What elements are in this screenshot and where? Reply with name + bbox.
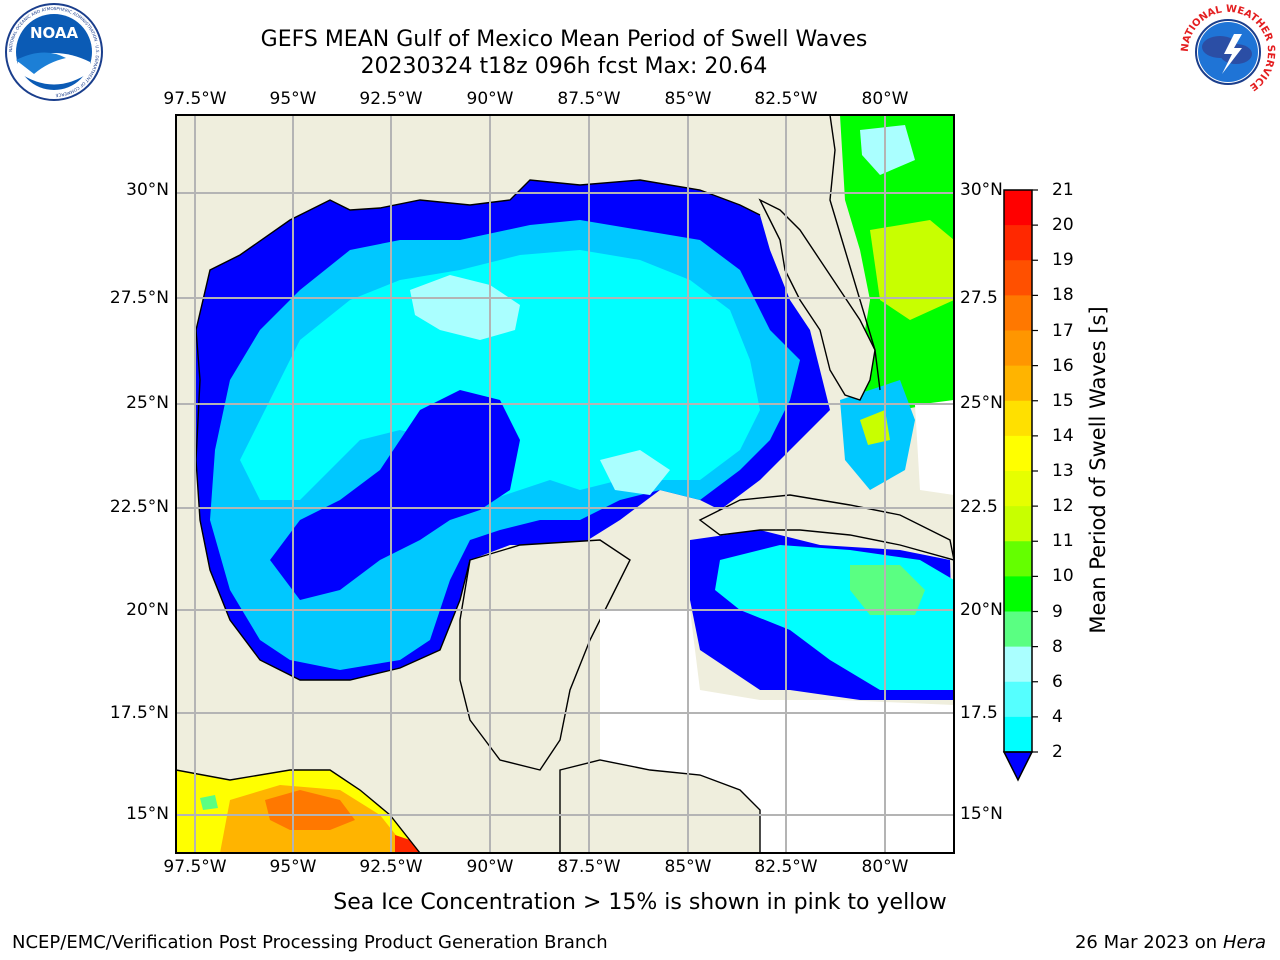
lon-label-bottom: 95°W <box>269 857 317 877</box>
colorbar-segment <box>1004 471 1032 507</box>
nws-logo: NATIONAL WEATHER SERVICE <box>1180 4 1276 100</box>
colorbar-tick-label: 12 <box>1052 496 1074 517</box>
honduras-land <box>559 759 761 853</box>
lon-label-bottom: 90°W <box>466 857 514 877</box>
noaa-logo: NOAA NATIONAL OCEANIC AND ATMOSPHERIC AD… <box>5 3 103 101</box>
lon-label-bottom: 82.5°W <box>754 857 818 877</box>
colorbar-segment <box>1004 225 1032 261</box>
lat-label-left: 22.5°N <box>109 497 169 517</box>
colorbar-segment <box>1004 611 1032 648</box>
florida-east-coast <box>829 115 881 391</box>
graticule <box>176 115 954 853</box>
footer-date-text: 26 Mar 2023 on <box>1074 932 1218 953</box>
map-title: GEFS MEAN Gulf of Mexico Mean Period of … <box>260 27 868 52</box>
lat-label-right: 22.5 <box>960 497 998 517</box>
gulf-swell-8-9s <box>410 275 670 495</box>
colorbar-tick-label: 8 <box>1052 636 1063 657</box>
colorbar-segment <box>1004 330 1032 367</box>
lon-label-bottom: 85°W <box>664 857 712 877</box>
footer-date: 26 Mar 2023 on Hera <box>1075 932 1266 953</box>
colorbar-segment <box>1004 435 1032 472</box>
colorbar-tick-label: 10 <box>1052 566 1074 587</box>
footer-credit: NCEP/EMC/Verification Post Processing Pr… <box>12 932 608 953</box>
lon-label-bottom: 87.5°W <box>557 857 621 877</box>
lat-label-left: 20°N <box>126 600 169 620</box>
lon-label-top: 90°W <box>466 89 514 109</box>
colorbar-segment <box>1004 681 1032 718</box>
lon-label-top: 95°W <box>269 89 317 109</box>
colorbar-tick-label: 20 <box>1052 215 1074 236</box>
lat-label-right: 25°N <box>960 393 1003 413</box>
lon-label-bottom: 80°W <box>861 857 909 877</box>
atlantic-swell-12-14s <box>870 220 954 320</box>
colorbar-tick-label: 13 <box>1052 461 1074 481</box>
lon-label-bottom: 92.5°W <box>359 857 423 877</box>
lat-label-right: 15°N <box>960 804 1003 824</box>
lon-label-top: 80°W <box>861 89 909 109</box>
pacific-swell-18-20s <box>395 835 420 853</box>
colorbar <box>1002 189 1038 782</box>
colorbar-extension <box>1002 751 1034 782</box>
colorbar-tick-label: 9 <box>1052 601 1063 622</box>
noaa-logo-text: NOAA <box>30 24 79 42</box>
colorbar-segment <box>1004 506 1032 542</box>
colorbar-segment <box>1004 646 1032 683</box>
colorbar-tick-label: 15 <box>1052 390 1074 411</box>
map-subtitle: 20230324 t18z 096h fcst Max: 20.64 <box>360 54 768 79</box>
lon-label-top: 82.5°W <box>754 89 818 109</box>
lat-label-left: 15°N <box>126 804 169 824</box>
florida-land <box>758 198 876 401</box>
map-frame <box>175 114 955 854</box>
colorbar-segment <box>1004 576 1032 612</box>
cuba-land <box>698 494 954 561</box>
lon-label-top: 87.5°W <box>557 89 621 109</box>
pacific-swell-16-18s <box>265 790 355 830</box>
gulf-swell-low-core <box>270 390 520 600</box>
lat-label-right: 17.5 <box>960 703 998 723</box>
colorbar-tick-label: 21 <box>1052 180 1074 200</box>
colorbar-tick-label: 2 <box>1052 742 1063 762</box>
colorbar-segment <box>1004 716 1032 753</box>
gulf-swell-6-8s <box>240 250 760 500</box>
atlantic-swell-8-9s <box>860 125 915 175</box>
colorbar-segment <box>1004 190 1032 226</box>
lat-label-right: 27.5 <box>960 288 998 308</box>
coast-north <box>195 179 761 331</box>
colorbar-segment <box>1004 295 1032 331</box>
lon-label-bottom: 97.5°W <box>163 857 227 877</box>
lat-label-right: 30°N <box>960 180 1003 200</box>
colorbar-tick-label: 14 <box>1052 425 1074 446</box>
colorbar-tick-label: 19 <box>1052 250 1074 271</box>
caribbean-swell-9-10s <box>850 565 925 615</box>
colorbar-tick-label: 17 <box>1052 320 1074 341</box>
colorbar-tick-label: 18 <box>1052 285 1074 306</box>
lat-label-left: 25°N <box>126 393 169 413</box>
colorbar-segment <box>1004 400 1032 437</box>
lat-label-left: 30°N <box>126 180 169 200</box>
lat-label-left: 27.5°N <box>109 288 169 308</box>
straits-swell-high <box>860 410 890 445</box>
lat-label-left: 17.5°N <box>109 703 169 723</box>
lat-label-right: 20°N <box>960 600 1003 620</box>
bahamas-no-data <box>915 400 954 495</box>
colorbar-tick-label: 16 <box>1052 355 1074 376</box>
colorbar-title: Mean Period of Swell Waves [s] <box>1086 306 1110 634</box>
sea-ice-note: Sea Ice Concentration > 15% is shown in … <box>333 890 947 915</box>
colorbar-tick-label: 4 <box>1052 706 1063 727</box>
footer-host: Hera <box>1222 932 1266 953</box>
colorbar-segment <box>1004 541 1032 577</box>
lon-label-top: 97.5°W <box>163 89 227 109</box>
colorbar-tick-label: 6 <box>1052 671 1063 692</box>
colorbar-segment <box>1004 260 1032 296</box>
lon-label-top: 92.5°W <box>359 89 423 109</box>
colorbar-tick-label: 11 <box>1052 531 1074 552</box>
colorbar-segment <box>1004 365 1032 402</box>
lon-label-top: 85°W <box>664 89 712 109</box>
pacific-swell-10-12s <box>200 795 218 810</box>
